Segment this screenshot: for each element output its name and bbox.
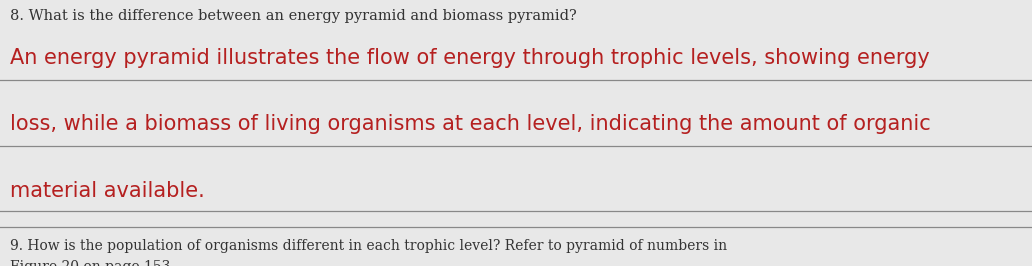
Text: An energy pyramid illustrates the flow of energy through trophic levels, showing: An energy pyramid illustrates the flow o… — [10, 48, 930, 68]
Text: material available.: material available. — [10, 181, 205, 201]
Text: loss, while a biomass of living organisms at each level, indicating the amount o: loss, while a biomass of living organism… — [10, 114, 931, 134]
Text: 9. How is the population of organisms different in each trophic level? Refer to : 9. How is the population of organisms di… — [10, 239, 728, 266]
Text: 8. What is the difference between an energy pyramid and biomass pyramid?: 8. What is the difference between an ene… — [10, 9, 577, 23]
